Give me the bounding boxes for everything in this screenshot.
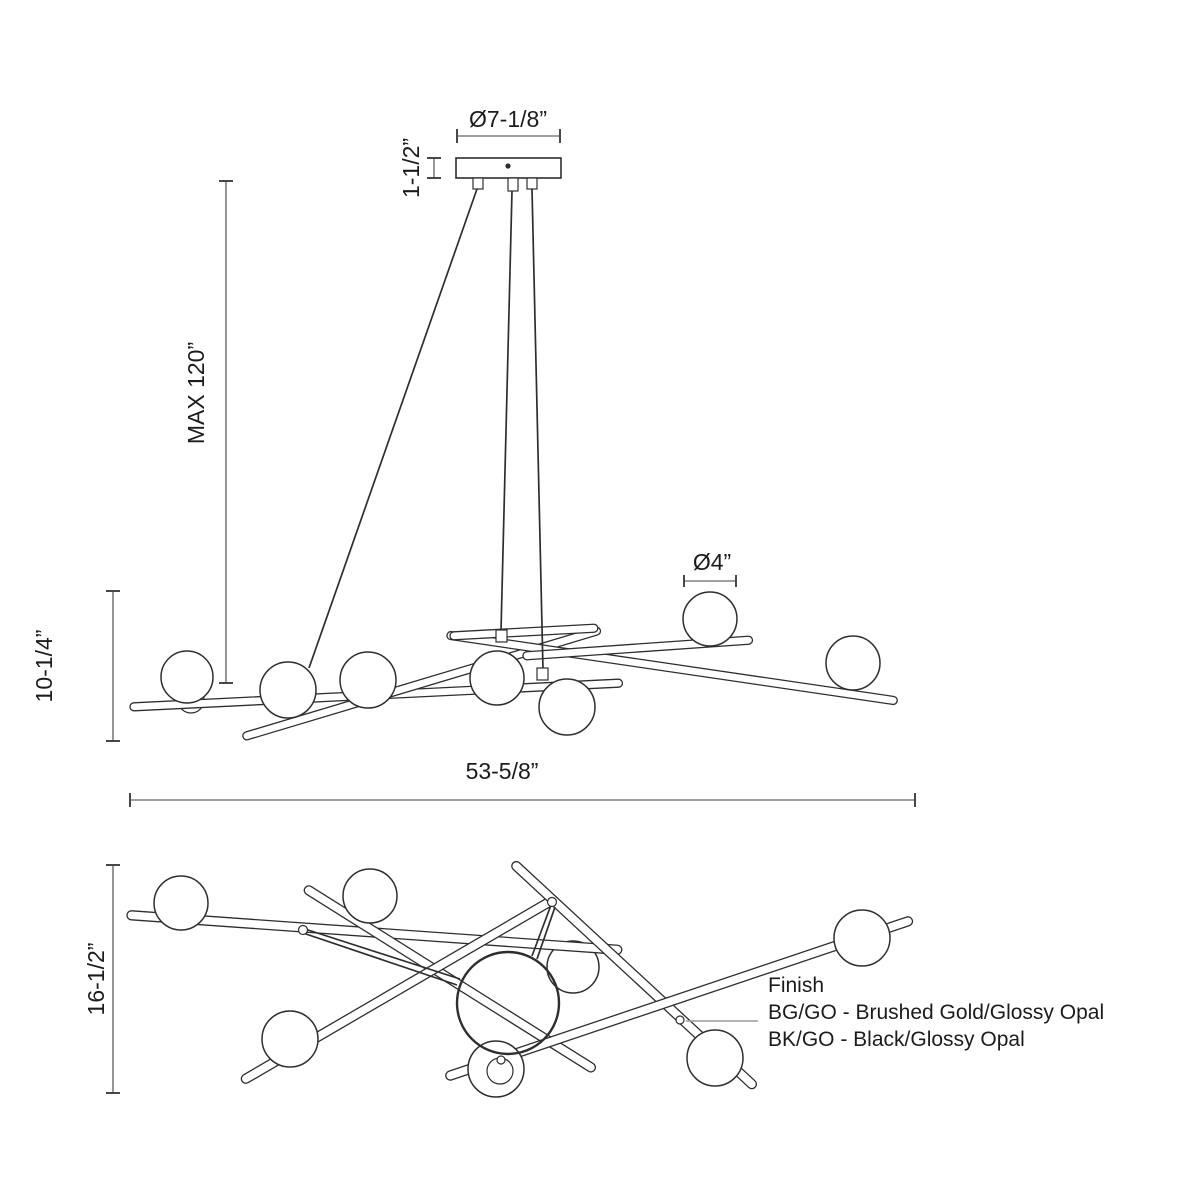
suspension-wires-plan — [302, 904, 556, 986]
globe — [546, 940, 600, 994]
canopy-plan-circle — [455, 950, 561, 1056]
top-plan-view: 16-1/2” Finish BG/GO - Brushed Gold/Glos… — [83, 860, 1104, 1098]
globe — [686, 1029, 744, 1087]
canopy-stem — [507, 177, 519, 192]
canopy-stem — [526, 177, 538, 190]
canopy-screw — [505, 163, 511, 169]
suspension-wire — [531, 904, 552, 957]
finish-legend: Finish BG/GO - Brushed Gold/Glossy Opal … — [686, 974, 1104, 1051]
rod — [303, 885, 597, 1073]
overall-depth-label: 16-1/2” — [83, 943, 109, 1016]
suspension-wire — [302, 932, 458, 986]
wire-attachment-ring — [675, 1015, 685, 1025]
wire-attachment-rings — [297, 896, 685, 1065]
canopy-stem — [472, 177, 484, 190]
wire-attachment-ring — [297, 924, 309, 936]
dimension-canopy-height: 1-1/2” — [398, 138, 441, 198]
suspension-wire — [536, 906, 556, 960]
suspension-wire — [304, 928, 461, 980]
suspension-wire — [500, 190, 513, 632]
fixture-rods-plan — [126, 860, 914, 1090]
globe — [682, 591, 738, 647]
dimension-max-suspension: MAX 120” — [183, 180, 233, 684]
finish-option-bk-go: BK/GO - Black/Glossy Opal — [768, 1028, 1025, 1051]
suspension-wire — [308, 188, 478, 669]
globe — [160, 650, 214, 704]
dimension-body-height: 10-1/4” — [31, 590, 120, 742]
rod — [449, 623, 599, 641]
wire-attachment-ring — [546, 896, 558, 908]
finish-heading: Finish — [768, 974, 824, 997]
globe — [469, 650, 525, 706]
dimension-canopy-diameter: Ø7-1/8” — [456, 106, 561, 143]
max-suspension-label: MAX 120” — [183, 342, 209, 444]
finish-option-bg-go: BG/GO - Brushed Gold/Glossy Opal — [768, 1001, 1104, 1024]
globe — [342, 868, 398, 924]
wire-connector — [536, 667, 549, 681]
globe — [259, 661, 317, 719]
dimension-globe-diameter: Ø4” — [683, 549, 737, 587]
canopy-height-label: 1-1/2” — [398, 138, 424, 198]
globe — [833, 909, 891, 967]
dimension-overall-width: 53-5/8” — [129, 758, 916, 807]
glass-globes-side — [160, 591, 881, 736]
ceiling-canopy — [455, 157, 562, 192]
suspension-wire — [531, 188, 544, 671]
wire-connector — [495, 629, 508, 643]
overall-width-label: 53-5/8” — [466, 758, 539, 784]
body-height-label: 10-1/4” — [31, 630, 57, 703]
suspension-wires — [308, 188, 544, 671]
globe — [261, 1010, 319, 1068]
globe — [153, 875, 209, 931]
globe — [825, 635, 881, 691]
wire-attachment-ring — [496, 1055, 506, 1065]
rod — [511, 860, 758, 1090]
dimension-overall-depth: 16-1/2” — [83, 864, 120, 1094]
canopy-diameter-label: Ø7-1/8” — [469, 106, 547, 132]
globe-diameter-label: Ø4” — [693, 549, 731, 575]
side-elevation-view: Ø7-1/8” 1-1/2” MAX 120” 10-1/4” — [31, 106, 916, 807]
globe — [339, 651, 397, 709]
rod — [445, 916, 914, 1081]
glass-globes-plan — [153, 868, 891, 1087]
globe — [538, 678, 596, 736]
